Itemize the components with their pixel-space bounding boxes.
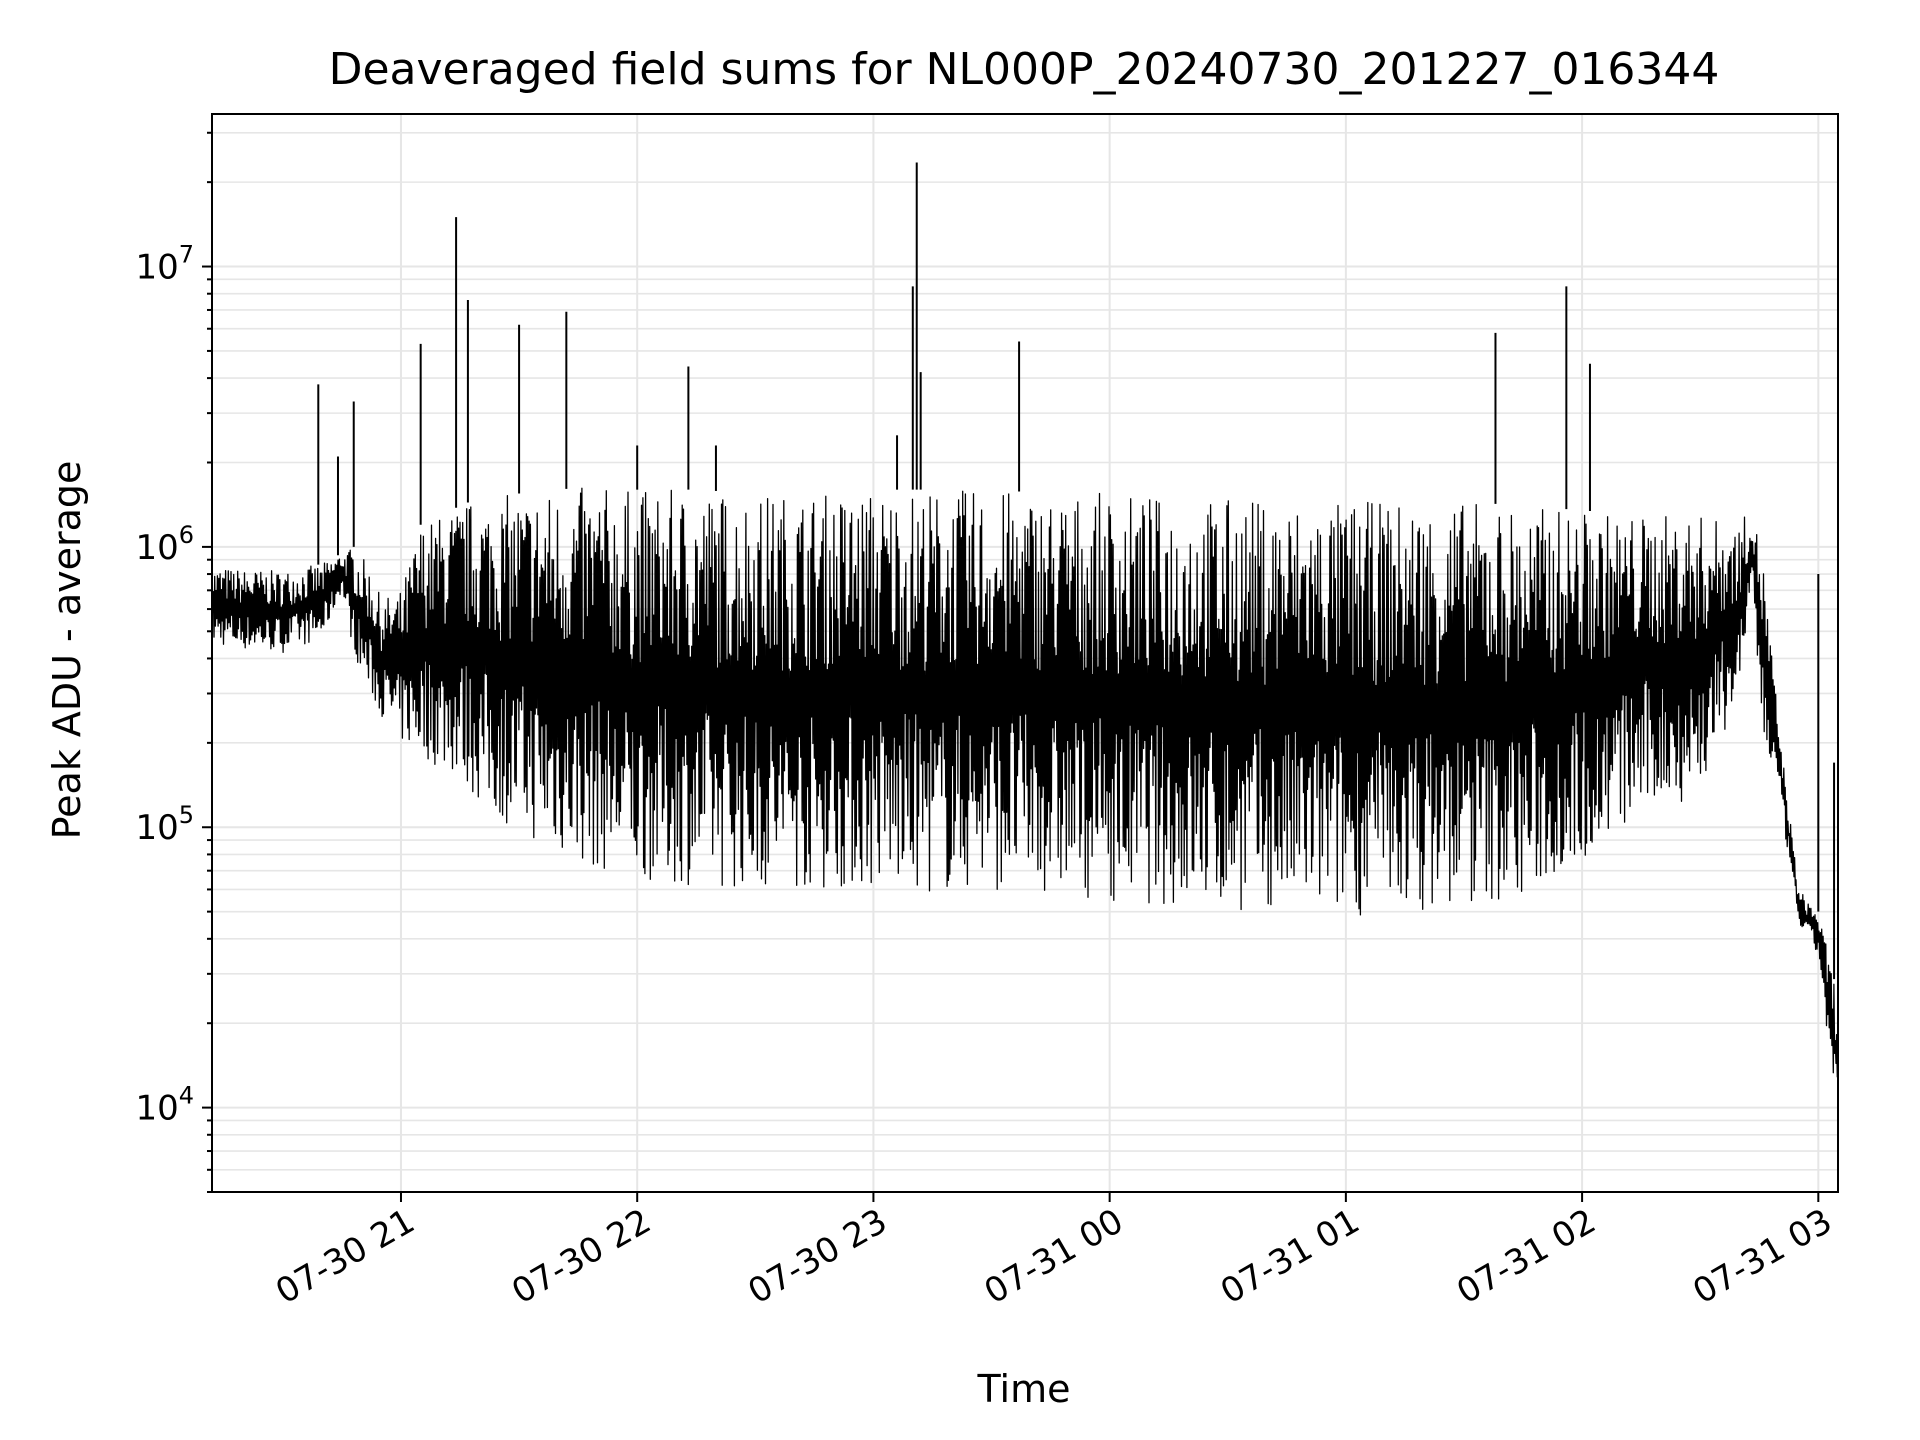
x-tick-label: 07-30 22 <box>505 1201 657 1312</box>
y-axis-ticks: 104 105 106 107 <box>135 131 212 1193</box>
x-axis-ticks: 07-30 21 07-30 22 07-30 23 07-31 00 07-31 01… <box>269 1192 1839 1312</box>
y-tick-label: 107 <box>135 241 194 288</box>
x-tick-label: 07-31 03 <box>1686 1201 1838 1312</box>
data-series <box>211 162 1839 1078</box>
y-axis-label: Peak ADU - average <box>45 461 89 840</box>
x-tick-label: 07-31 01 <box>1214 1201 1366 1312</box>
x-tick-label: 07-30 21 <box>269 1201 421 1312</box>
x-tick-label: 07-31 02 <box>1450 1201 1602 1312</box>
chart-title: Deaveraged field sums for NL000P_2024073… <box>329 44 1720 95</box>
y-tick-label: 104 <box>135 1082 194 1129</box>
y-tick-label: 105 <box>135 801 194 848</box>
y-tick-label: 106 <box>135 521 194 568</box>
x-tick-label: 07-31 00 <box>978 1201 1130 1312</box>
series-line <box>211 487 1839 1078</box>
x-tick-label: 07-30 23 <box>742 1201 894 1312</box>
x-axis-label: Time <box>977 1367 1071 1411</box>
plot-area-frame <box>211 113 1839 1193</box>
